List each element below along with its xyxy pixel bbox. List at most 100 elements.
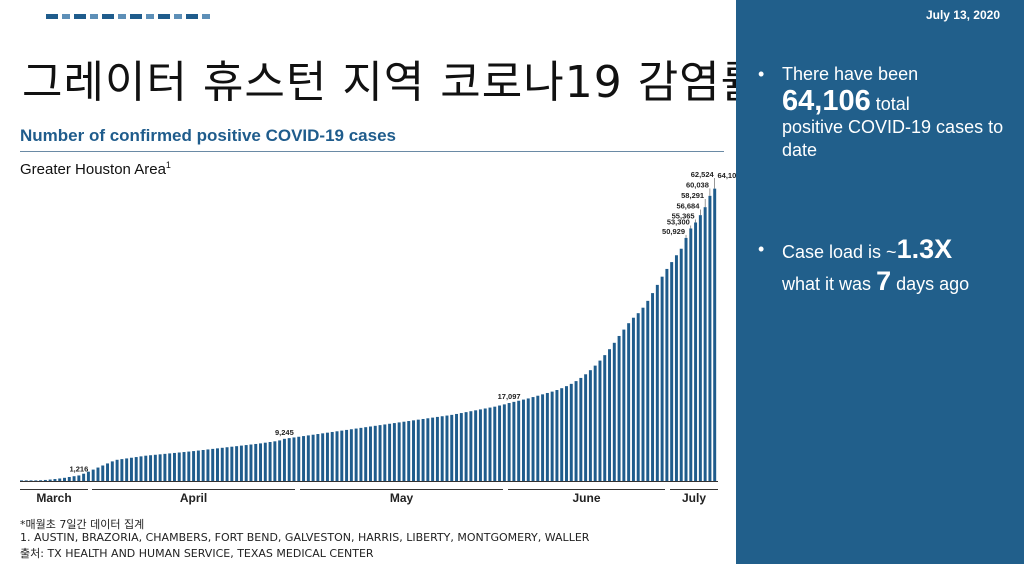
- bar: [526, 398, 530, 481]
- bar: [249, 444, 253, 481]
- data-label: 1,216: [70, 465, 89, 474]
- bar: [660, 276, 664, 481]
- bar: [407, 421, 411, 481]
- bar: [244, 445, 248, 481]
- bar: [565, 386, 568, 481]
- chart-title: Number of confirmed positive COVID-19 ca…: [20, 126, 396, 145]
- bullet-case-load: • Case load is ~1.3X what it was 7 days …: [758, 236, 1008, 296]
- data-label: 60,038: [686, 181, 709, 190]
- bullet1-total: total: [875, 94, 910, 114]
- bar: [120, 459, 124, 481]
- bar: [622, 329, 626, 481]
- bar: [263, 442, 267, 481]
- bar: [273, 441, 277, 481]
- bar: [282, 438, 286, 481]
- chart-subtitle-text: Greater Houston Area: [20, 161, 166, 178]
- bar: [536, 395, 540, 481]
- bar: [507, 403, 511, 481]
- bar: [670, 262, 674, 481]
- bar: [225, 447, 229, 481]
- bar: [603, 355, 607, 481]
- bar: [412, 420, 415, 481]
- bar: [292, 437, 296, 481]
- bar: [182, 452, 186, 481]
- bar: [330, 431, 334, 481]
- bar: [598, 360, 602, 481]
- bar: [364, 427, 368, 481]
- bar: [651, 293, 655, 481]
- bar: [584, 374, 588, 481]
- bar: [235, 446, 239, 481]
- bar: [674, 255, 678, 481]
- bar: [588, 370, 592, 481]
- data-label: 55,365: [672, 212, 695, 221]
- bar: [593, 365, 597, 481]
- bar: [302, 436, 306, 481]
- bar: [679, 248, 683, 481]
- bar: [101, 465, 105, 481]
- month-label: March: [36, 491, 71, 505]
- bar: [216, 448, 219, 481]
- bar: [278, 440, 282, 481]
- bar: [641, 307, 645, 481]
- bar: [82, 473, 86, 481]
- bar: [230, 446, 234, 481]
- chart-subtitle: Greater Houston Area1: [20, 160, 171, 178]
- footnote-2: 1. AUSTIN, BRAZORIA, CHAMBERS, FORT BEND…: [20, 531, 590, 544]
- data-label: 64,106: [718, 171, 737, 180]
- bar: [297, 436, 301, 481]
- bar: [115, 459, 119, 481]
- bullet2-intro: Case load is ~: [782, 242, 897, 262]
- bar: [287, 438, 291, 481]
- title-divider: [20, 151, 724, 152]
- data-label: 53,300: [667, 218, 690, 227]
- bar: [478, 409, 482, 481]
- bar: [321, 433, 325, 481]
- bar: [579, 377, 583, 481]
- bar: [239, 445, 243, 481]
- bar: [416, 419, 420, 481]
- bar: [20, 480, 23, 481]
- bar: [349, 429, 353, 481]
- bar: [383, 424, 387, 481]
- bar: [134, 457, 138, 481]
- bar: [168, 453, 172, 481]
- bar: [48, 479, 52, 481]
- bar: [545, 392, 549, 481]
- month-label: May: [390, 491, 414, 505]
- decorative-dots: [46, 14, 210, 19]
- bar: [531, 397, 535, 481]
- data-label: 62,524: [691, 170, 715, 179]
- bar: [149, 455, 153, 481]
- bar: [459, 413, 463, 481]
- bar: [464, 412, 468, 481]
- bar: [316, 434, 320, 481]
- bar: [483, 408, 487, 481]
- bar: [53, 479, 57, 481]
- bar: [517, 400, 521, 481]
- bullet1-intro: There have been: [782, 64, 919, 84]
- bar: [426, 418, 430, 481]
- bar: [34, 480, 38, 481]
- bar: [158, 454, 162, 481]
- data-label: 9,245: [275, 428, 294, 437]
- bar: [636, 313, 640, 481]
- bar: [86, 471, 90, 481]
- bar: [541, 394, 545, 481]
- bar: [512, 401, 516, 481]
- bar: [694, 222, 698, 482]
- bar-chart: 1,216 9,245 17,097 50,92953,30055,36556,684…: [20, 170, 737, 505]
- month-label: April: [180, 491, 207, 505]
- data-label: 50,929: [662, 227, 685, 236]
- total-cases-number: 64,106: [782, 85, 871, 117]
- bar: [474, 410, 478, 481]
- bar: [713, 188, 717, 481]
- bar: [373, 425, 377, 481]
- bar: [450, 414, 454, 481]
- bar: [359, 427, 363, 481]
- bullet-dot-icon: •: [758, 64, 765, 84]
- bar: [560, 388, 564, 481]
- bar: [493, 406, 497, 481]
- bar: [29, 480, 33, 481]
- data-label: 56,684: [676, 202, 700, 211]
